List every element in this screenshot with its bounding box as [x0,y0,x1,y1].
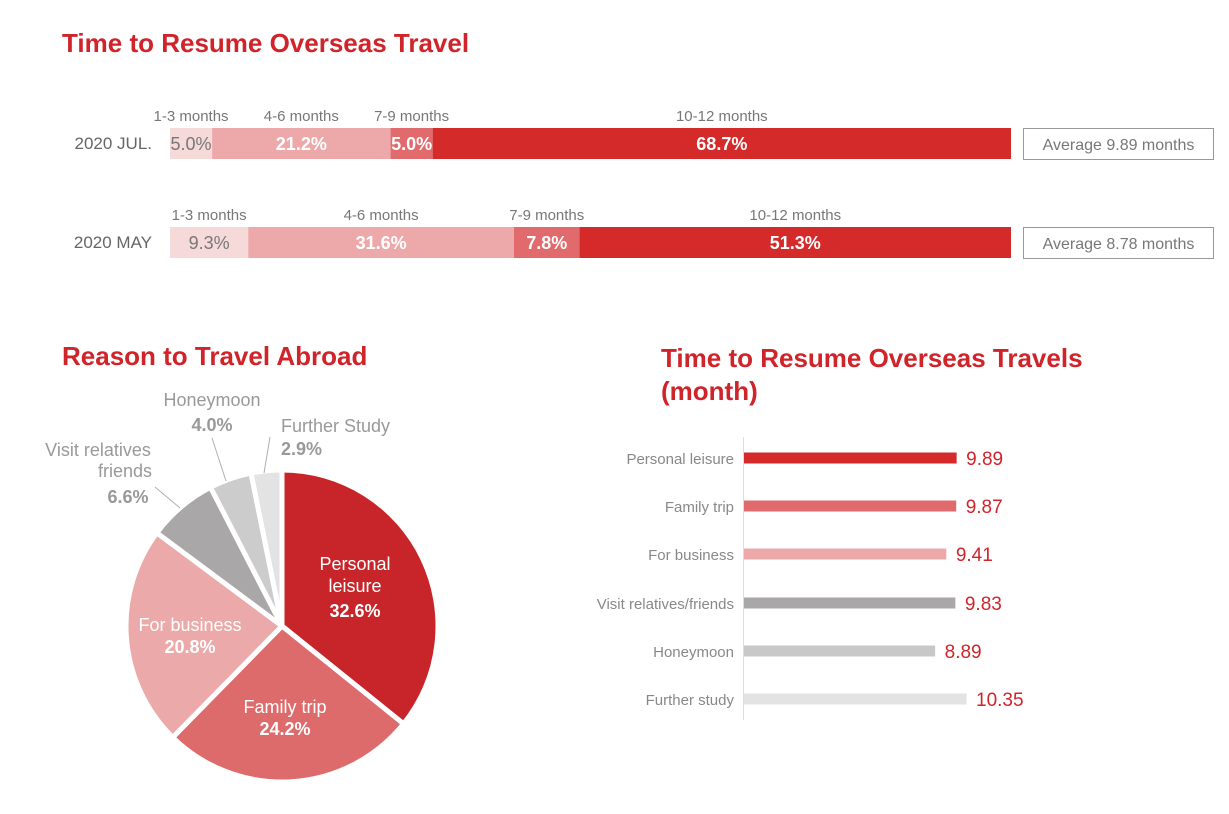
data-label: 7.8% [526,233,567,253]
bar-segment [248,227,514,258]
leader-line [154,486,181,509]
bar [744,693,967,705]
data-label: 8.89 [945,642,982,663]
slice-label: Visit relatives [45,440,151,460]
pie-chart-title: Reason to Travel Abroad [62,341,368,371]
slice-value-label: 32.6% [329,601,380,621]
data-label: 5.0% [391,134,432,154]
bar-segment [170,227,249,258]
segment-name-label: 4-6 months [264,108,339,125]
pie-slice [248,467,285,629]
pie-slice [170,623,407,785]
leader-line [211,437,227,482]
data-label: 51.3% [770,233,821,253]
category-label: Further study [646,692,735,709]
slice-value-label: 2.9% [281,439,322,459]
segment-name-label: 1-3 months [172,207,247,224]
row-category-label: 2020 MAY [74,233,152,252]
row-category-label: 2020 JUL. [75,134,153,153]
data-label: 31.6% [356,233,407,253]
segment-name-label: 7-9 months [374,108,449,125]
pie-slice [123,530,285,740]
data-label: 9.3% [189,233,230,253]
average-box [1023,227,1214,259]
bar [744,597,956,609]
slice-label: Further Study [281,416,390,436]
segment-name-label: 10-12 months [676,108,768,125]
bar [744,500,957,512]
bar-segment [513,227,580,258]
bar-segment [432,128,1011,159]
slice-label: Family trip [243,697,326,717]
slice-label: leisure [328,576,381,596]
data-label: 9.87 [966,497,1003,518]
data-label: 10.35 [976,690,1024,711]
leader-line [263,436,271,474]
slice-label: friends [98,461,152,481]
average-label: Average 8.78 months [1043,236,1195,253]
category-label: Visit relatives/friends [597,596,734,613]
category-label: Family trip [665,499,734,516]
stacked-chart-title: Time to Resume Overseas Travel [62,28,470,58]
slice-label: For business [138,615,241,635]
data-label: 21.2% [276,134,327,154]
slice-value-label: 6.6% [107,487,148,507]
data-label: 9.41 [956,545,993,566]
category-label: Personal leisure [626,451,734,468]
bar-segment [579,227,1011,258]
average-label: Average 9.89 months [1043,137,1195,154]
slice-label: Personal [319,554,390,574]
bar-chart-title-line2: (month) [661,376,758,406]
bar-segment [212,128,391,159]
data-label: 5.0% [171,134,212,154]
slice-value-label: 20.8% [164,637,215,657]
bar [744,452,957,464]
bar [744,548,947,560]
segment-name-label: 4-6 months [344,207,419,224]
bar-segment [170,128,213,159]
bar-chart-title-line1: Time to Resume Overseas Travels [661,343,1083,373]
bar-segment [390,128,433,159]
segment-name-label: 10-12 months [749,207,841,224]
slice-value-label: 4.0% [191,415,232,435]
bar-chart-title: Time to Resume Overseas Travels (month) [661,342,1083,408]
average-box [1023,128,1214,160]
data-label: 9.83 [965,594,1002,615]
data-label: 68.7% [696,134,747,154]
bar [744,645,936,657]
data-label: 9.89 [966,449,1003,470]
category-label: Honeymoon [653,644,734,661]
segment-name-label: 7-9 months [509,207,584,224]
category-label: For business [648,547,734,564]
slice-value-label: 24.2% [259,719,310,739]
segment-name-label: 1-3 months [154,108,229,125]
slice-label: Honeymoon [163,390,260,410]
pie-slice [279,467,441,727]
